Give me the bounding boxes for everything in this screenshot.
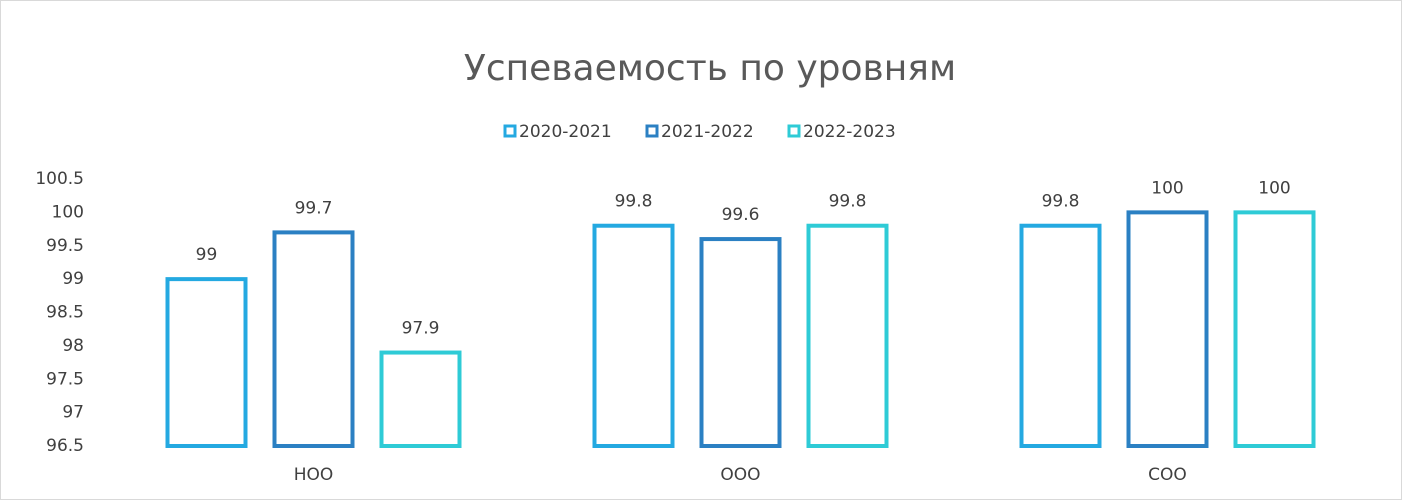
legend-label: 2021-2022 [661, 122, 754, 142]
legend-marker [787, 124, 801, 138]
bar [1233, 210, 1316, 448]
y-tick-label: 99 [62, 269, 84, 289]
y-tick-label: 97 [62, 403, 84, 423]
y-tick-label: 96.5 [46, 436, 84, 456]
x-tick-label: НОО [294, 465, 334, 485]
x-tick-label: ООО [720, 465, 760, 485]
legend-label: 2020-2021 [519, 122, 612, 142]
bar [379, 350, 462, 448]
y-tick-label: 100 [52, 202, 84, 222]
y-tick-label: 98 [62, 336, 84, 356]
legend-label: 2022-2023 [803, 122, 896, 142]
legend-marker [645, 124, 659, 138]
data-label: 97.9 [402, 319, 440, 339]
legend-marker [503, 124, 517, 138]
bar [165, 277, 248, 448]
chart-title: Успеваемость по уровням [464, 48, 956, 89]
bar [1126, 210, 1209, 448]
data-label: 99.6 [722, 205, 760, 225]
bar [699, 237, 782, 448]
bar [1019, 223, 1102, 448]
y-tick-label: 98.5 [46, 303, 84, 323]
data-label: 100 [1151, 178, 1183, 198]
y-tick-label: 99.5 [46, 236, 84, 256]
data-label: 100 [1258, 178, 1290, 198]
y-tick-label: 100.5 [35, 169, 84, 189]
y-tick-label: 97.5 [46, 369, 84, 389]
data-label: 99.7 [295, 198, 333, 218]
data-label: 99.8 [615, 192, 653, 212]
data-label: 99 [196, 245, 218, 265]
data-label: 99.8 [829, 192, 867, 212]
data-label: 99.8 [1042, 192, 1080, 212]
x-tick-label: СОО [1148, 465, 1187, 485]
bar [272, 230, 355, 448]
bar [592, 223, 675, 448]
bar [806, 223, 889, 448]
